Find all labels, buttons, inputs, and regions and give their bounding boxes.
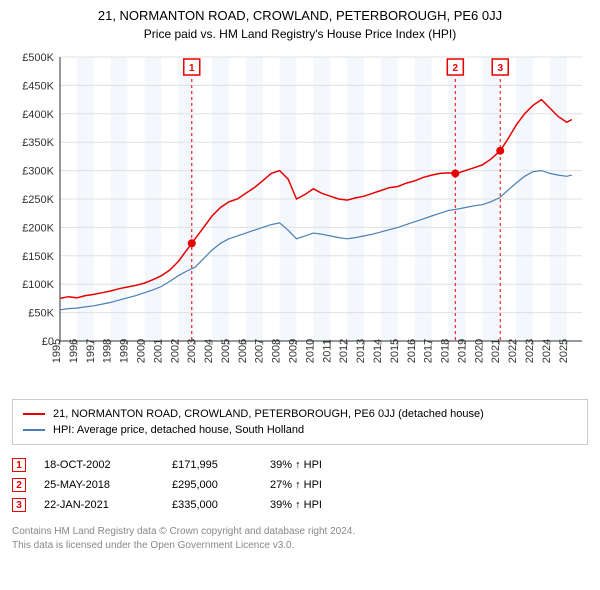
svg-text:2: 2	[453, 63, 459, 74]
svg-text:2015: 2015	[389, 339, 401, 363]
sales-price: £335,000	[172, 499, 252, 511]
svg-text:2011: 2011	[321, 339, 333, 363]
svg-text:2000: 2000	[135, 339, 147, 363]
sales-diff: 27% ↑ HPI	[270, 479, 360, 491]
sales-diff: 39% ↑ HPI	[270, 459, 360, 471]
sales-date: 25-MAY-2018	[44, 479, 154, 491]
svg-text:2012: 2012	[338, 339, 350, 363]
svg-text:£500K: £500K	[22, 52, 54, 64]
svg-text:2024: 2024	[541, 339, 553, 363]
svg-text:2014: 2014	[372, 339, 384, 363]
svg-text:2009: 2009	[288, 339, 300, 363]
legend: 21, NORMANTON ROAD, CROWLAND, PETERBOROU…	[12, 399, 588, 445]
svg-text:£250K: £250K	[22, 194, 54, 206]
svg-text:2025: 2025	[558, 339, 570, 363]
sales-marker: 1	[12, 458, 26, 472]
legend-row: 21, NORMANTON ROAD, CROWLAND, PETERBOROU…	[23, 406, 577, 422]
sales-row: 2 25-MAY-2018 £295,000 27% ↑ HPI	[12, 475, 588, 495]
svg-text:2006: 2006	[237, 339, 249, 363]
svg-text:2008: 2008	[271, 339, 283, 363]
svg-text:2019: 2019	[456, 339, 468, 363]
svg-text:£400K: £400K	[22, 109, 54, 121]
sales-date: 22-JAN-2021	[44, 499, 154, 511]
svg-text:2005: 2005	[220, 339, 232, 363]
svg-text:£350K: £350K	[22, 137, 54, 149]
svg-text:3: 3	[497, 63, 503, 74]
svg-text:£200K: £200K	[22, 222, 54, 234]
sales-diff: 39% ↑ HPI	[270, 499, 360, 511]
legend-label: 21, NORMANTON ROAD, CROWLAND, PETERBOROU…	[53, 408, 484, 420]
svg-text:2002: 2002	[169, 339, 181, 363]
svg-text:2001: 2001	[152, 339, 164, 363]
sales-price: £295,000	[172, 479, 252, 491]
svg-text:2020: 2020	[473, 339, 485, 363]
svg-text:£100K: £100K	[22, 279, 54, 291]
legend-swatch	[23, 413, 45, 415]
sales-table: 1 18-OCT-2002 £171,995 39% ↑ HPI 2 25-MAY-201…	[12, 455, 588, 515]
svg-text:2003: 2003	[186, 339, 198, 363]
chart-title-main: 21, NORMANTON ROAD, CROWLAND, PETERBOROU…	[12, 8, 588, 23]
svg-text:1998: 1998	[102, 339, 114, 363]
svg-text:1995: 1995	[51, 339, 63, 363]
svg-text:£450K: £450K	[22, 80, 54, 92]
sales-marker: 3	[12, 498, 26, 512]
svg-text:2021: 2021	[490, 339, 502, 363]
svg-text:2013: 2013	[355, 339, 367, 363]
sales-date: 18-OCT-2002	[44, 459, 154, 471]
legend-label: HPI: Average price, detached house, Sout…	[53, 424, 304, 436]
svg-text:2016: 2016	[406, 339, 418, 363]
svg-text:2004: 2004	[203, 339, 215, 363]
footer-line-1: Contains HM Land Registry data © Crown c…	[12, 525, 588, 539]
footer-line-2: This data is licensed under the Open Gov…	[12, 539, 588, 553]
svg-text:2007: 2007	[254, 339, 266, 363]
sales-price: £171,995	[172, 459, 252, 471]
legend-swatch	[23, 429, 45, 431]
svg-text:1997: 1997	[85, 339, 97, 363]
svg-text:£50K: £50K	[28, 308, 54, 320]
svg-text:2022: 2022	[507, 339, 519, 363]
chart-title-sub: Price paid vs. HM Land Registry's House …	[12, 27, 588, 41]
sales-row: 3 22-JAN-2021 £335,000 39% ↑ HPI	[12, 495, 588, 515]
svg-text:1996: 1996	[68, 339, 80, 363]
footer-attribution: Contains HM Land Registry data © Crown c…	[12, 525, 588, 553]
legend-row: HPI: Average price, detached house, Sout…	[23, 422, 577, 438]
svg-text:2018: 2018	[440, 339, 452, 363]
svg-text:2017: 2017	[423, 339, 435, 363]
svg-text:2010: 2010	[304, 339, 316, 363]
sales-marker: 2	[12, 478, 26, 492]
svg-text:1999: 1999	[119, 339, 131, 363]
svg-text:£150K: £150K	[22, 251, 54, 263]
svg-text:£300K: £300K	[22, 166, 54, 178]
chart-canvas: £0£50K£100K£150K£200K£250K£300K£350K£400…	[12, 49, 588, 389]
sales-row: 1 18-OCT-2002 £171,995 39% ↑ HPI	[12, 455, 588, 475]
svg-text:2023: 2023	[524, 339, 536, 363]
svg-text:1: 1	[189, 63, 195, 74]
